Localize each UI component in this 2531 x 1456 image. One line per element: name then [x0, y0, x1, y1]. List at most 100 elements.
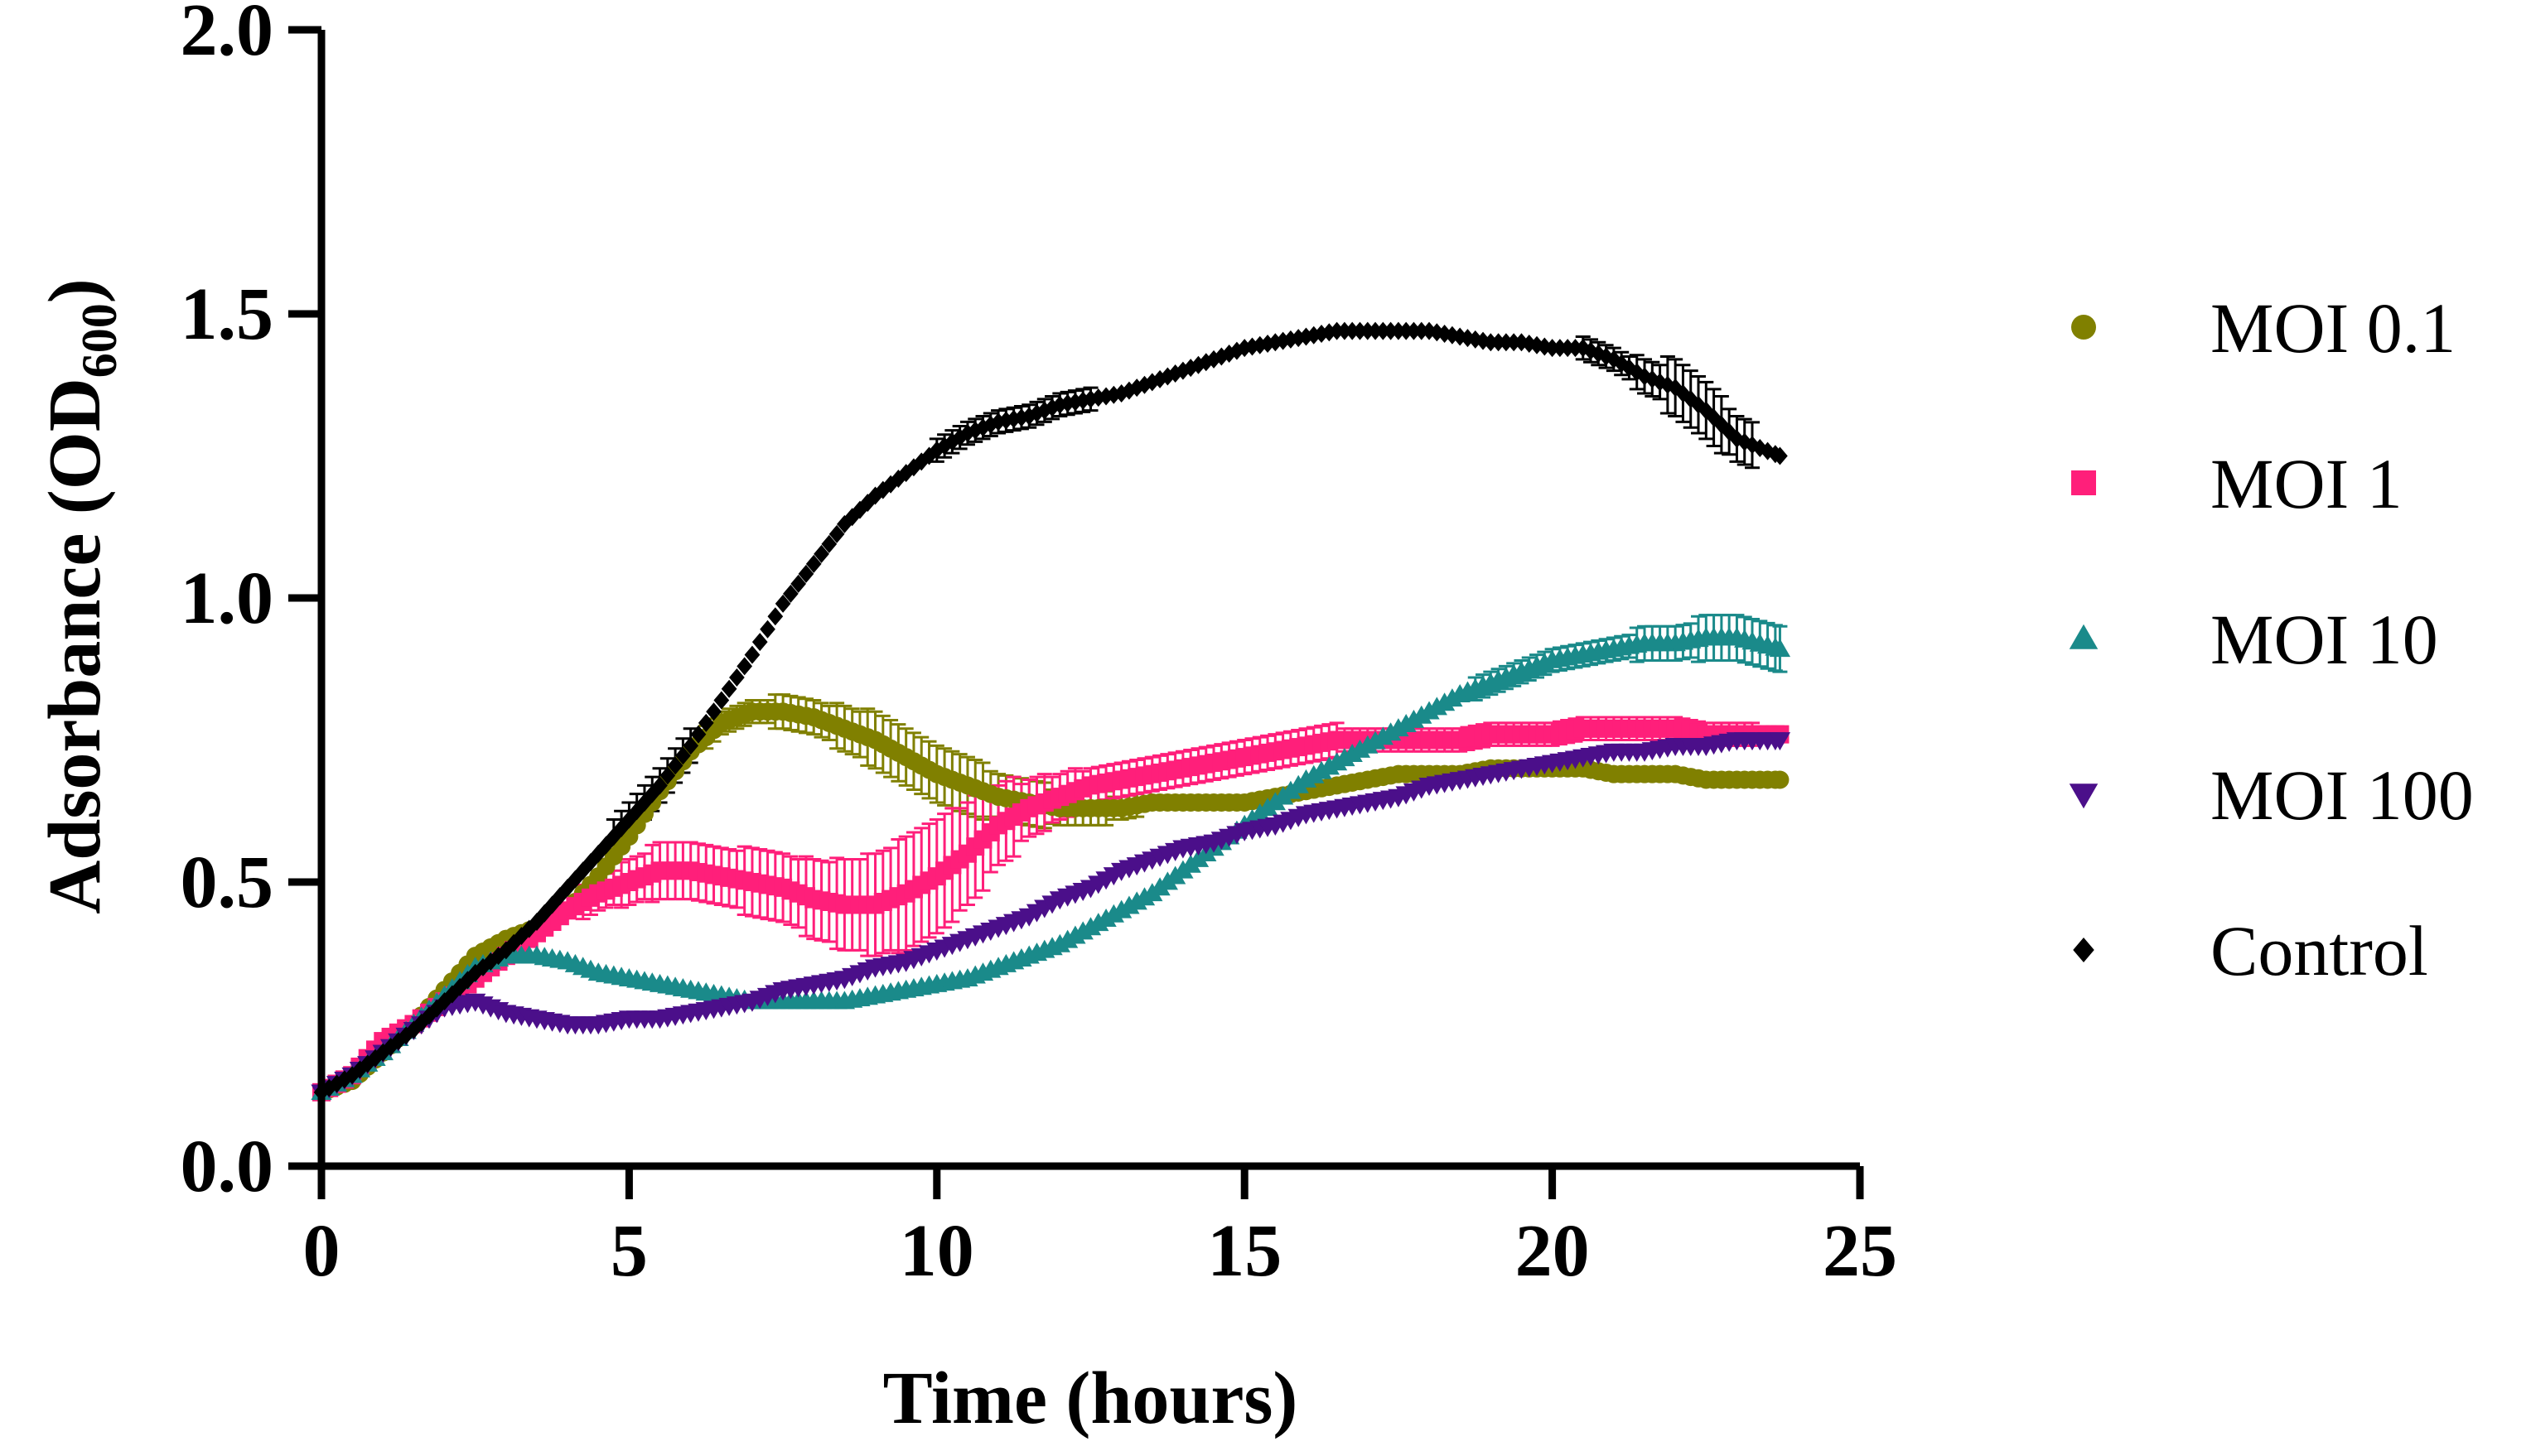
legend: MOI 0.1 MOI 1 MOI 10 MOI 100 Control	[2069, 288, 2474, 991]
data-point	[1769, 639, 1791, 658]
data-point	[652, 776, 668, 795]
data-point	[1191, 355, 1206, 374]
error-bars-moi-10	[1467, 614, 1788, 701]
data-point	[582, 852, 599, 871]
legend-marker-moi-1	[2071, 470, 2096, 495]
y-tick-label: 1.5	[181, 273, 274, 355]
x-ticks: 0 5 10 15 20 25	[303, 1166, 1897, 1292]
legend-marker-moi-100	[2069, 783, 2099, 809]
legend-label: MOI 10	[2210, 600, 2438, 679]
legend-marker-control	[2073, 938, 2094, 962]
data-point	[1298, 327, 1314, 346]
x-tick-label: 15	[1207, 1210, 1282, 1292]
data-point	[1598, 347, 1614, 366]
data-point	[790, 574, 807, 593]
data-point	[775, 594, 791, 613]
data-point	[590, 844, 606, 863]
data-point	[1636, 367, 1653, 386]
data-point	[814, 544, 829, 563]
data-point	[891, 469, 906, 488]
data-point	[514, 927, 529, 946]
data-point	[598, 836, 614, 855]
data-point	[390, 1032, 407, 1051]
data-point	[1213, 347, 1229, 366]
y-axis-title-subscript: 600	[72, 303, 127, 378]
legend-marker-moi-0-1	[2071, 315, 2096, 340]
data-point	[421, 1006, 437, 1025]
y-tick-label: 1.0	[181, 557, 274, 639]
data-point	[460, 971, 476, 990]
legend-marker-moi-10	[2069, 624, 2099, 649]
legend-label: MOI 100	[2210, 755, 2474, 835]
data-point	[444, 985, 461, 1004]
data-point	[1106, 385, 1122, 404]
data-point	[1575, 339, 1592, 358]
data-point	[683, 736, 699, 755]
data-point	[1144, 373, 1161, 392]
data-point	[698, 713, 714, 732]
data-point	[975, 418, 991, 437]
x-tick-label: 10	[900, 1210, 974, 1292]
data-point	[828, 524, 845, 543]
data-point	[360, 1054, 376, 1073]
data-point	[636, 793, 653, 812]
legend-label: MOI 1	[2210, 444, 2403, 523]
data-point	[1467, 330, 1484, 349]
data-point	[913, 452, 930, 471]
data-point	[613, 818, 630, 837]
y-tick-label: 2.0	[181, 0, 274, 71]
data-point	[998, 411, 1014, 430]
data-point	[1772, 446, 1788, 465]
data-point	[529, 913, 545, 932]
data-point	[737, 657, 753, 676]
data-point	[1659, 375, 1676, 394]
data-point	[490, 947, 506, 966]
data-point	[1444, 325, 1461, 345]
y-tick-label: 0.5	[181, 841, 274, 923]
data-point	[952, 428, 968, 447]
data-point	[821, 534, 838, 553]
data-point	[352, 1060, 368, 1079]
x-tick-label: 0	[303, 1210, 341, 1292]
data-point	[1769, 732, 1791, 751]
data-point	[1021, 407, 1037, 426]
y-tick-label: 0.0	[181, 1126, 274, 1208]
data-point	[374, 1043, 391, 1062]
data-point	[760, 620, 775, 639]
data-point	[413, 1013, 430, 1032]
data-point	[805, 554, 822, 573]
x-tick-label: 5	[611, 1210, 648, 1292]
y-axis-title: Adsorbance (OD600)	[34, 278, 127, 914]
y-ticks: 0.0 0.5 1.0 1.5 2.0	[181, 0, 321, 1208]
data-point	[1275, 331, 1291, 350]
data-point	[675, 746, 691, 765]
data-point	[1770, 770, 1790, 789]
data-point	[751, 633, 768, 652]
data-point	[713, 691, 730, 710]
data-point	[321, 1078, 337, 1097]
data-point	[475, 957, 491, 976]
data-point	[783, 584, 799, 603]
data-point	[721, 679, 737, 698]
series-control	[313, 321, 1788, 1102]
data-point	[867, 486, 883, 505]
y-axis-title-main: Adsorbance (OD	[34, 378, 116, 914]
data-point	[544, 895, 560, 914]
series-moi-10	[311, 627, 1791, 1101]
x-tick-label: 25	[1823, 1210, 1897, 1292]
data-point	[690, 725, 707, 744]
series-layer	[311, 321, 1791, 1103]
data-point	[744, 645, 761, 664]
data-point	[798, 564, 814, 583]
data-point	[729, 668, 745, 687]
legend-label: MOI 0.1	[2210, 288, 2456, 368]
data-point	[1060, 394, 1075, 413]
data-point	[1529, 335, 1545, 354]
data-point	[1252, 335, 1268, 354]
legend-label: Control	[2210, 911, 2428, 991]
data-point	[667, 756, 683, 775]
y-axis-title-close: )	[34, 278, 116, 303]
data-point	[659, 766, 676, 785]
data-point	[1167, 364, 1183, 383]
